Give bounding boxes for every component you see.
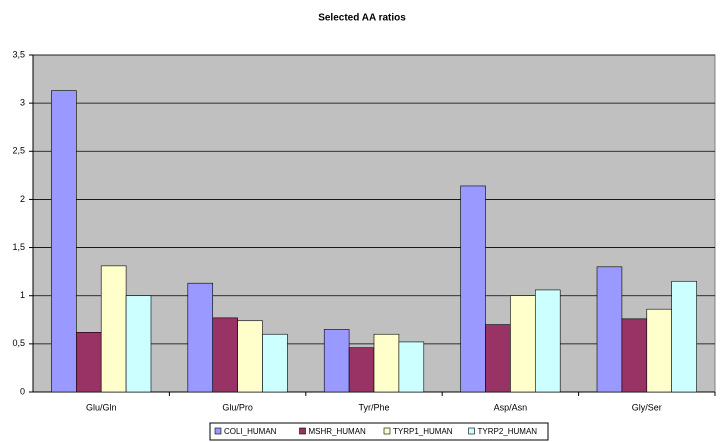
legend	[209, 422, 549, 441]
bar	[510, 295, 536, 393]
bar	[534, 289, 561, 393]
bar	[212, 317, 238, 393]
legend-label: COLI_HUMAN	[224, 427, 277, 436]
legend-label: TYRP2_HUMAN	[478, 427, 538, 436]
bar	[646, 308, 672, 393]
bar	[100, 265, 127, 393]
y-tick-label: 1,5	[12, 242, 25, 252]
bar	[485, 324, 511, 393]
bar	[237, 320, 263, 393]
y-tick-label: 3,5	[12, 49, 25, 59]
legend-label: TYRP1_HUMAN	[393, 427, 453, 436]
x-tick-label: Tyr/Phe	[358, 402, 389, 412]
x-tick-label: Glu/Gln	[86, 402, 117, 412]
bar	[76, 332, 102, 393]
x-tick-label: Glu/Pro	[222, 402, 253, 412]
x-tick-label: Asp/Asn	[494, 402, 528, 412]
y-tick-label: 3	[20, 98, 25, 108]
bar	[323, 329, 350, 393]
x-tick-label: Gly/Ser	[632, 402, 662, 412]
bar	[460, 185, 486, 393]
y-tick-label: 1	[20, 290, 25, 300]
y-tick-label: 2	[20, 194, 25, 204]
bar	[596, 266, 623, 393]
legend-swatch	[299, 427, 306, 435]
legend-swatch	[214, 427, 222, 435]
y-tick-label: 0	[20, 386, 25, 396]
y-tick-label: 2,5	[12, 146, 25, 156]
legend-swatch	[468, 427, 475, 435]
bar	[671, 280, 697, 393]
bar	[187, 282, 214, 393]
bar	[348, 347, 375, 393]
bar	[51, 90, 77, 393]
legend-swatch	[383, 427, 391, 435]
chart-title: Selected AA ratios	[318, 13, 406, 24]
bar	[398, 341, 425, 393]
bar	[262, 333, 288, 393]
bar	[621, 318, 648, 393]
bar	[373, 333, 400, 393]
bar	[125, 295, 152, 393]
y-tick-label: 0,5	[12, 338, 25, 348]
legend-label: MSHR_HUMAN	[309, 427, 367, 436]
